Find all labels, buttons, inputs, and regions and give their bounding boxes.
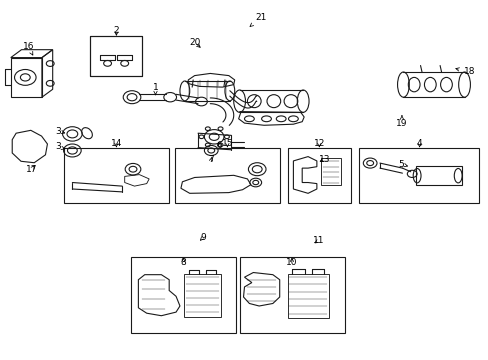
Text: 3: 3 xyxy=(55,143,64,152)
Text: 14: 14 xyxy=(110,139,122,148)
Bar xyxy=(287,148,350,203)
Text: 17: 17 xyxy=(26,165,38,174)
Bar xyxy=(90,36,142,76)
Text: 11: 11 xyxy=(312,236,324,245)
Bar xyxy=(175,148,280,203)
Text: 16: 16 xyxy=(22,42,34,55)
Text: 13: 13 xyxy=(319,154,330,163)
Text: 7: 7 xyxy=(208,155,214,164)
Text: 19: 19 xyxy=(395,116,407,127)
Bar xyxy=(63,148,168,203)
Text: 2: 2 xyxy=(113,26,119,35)
Bar xyxy=(287,274,328,318)
Text: 21: 21 xyxy=(249,13,266,27)
Text: 15: 15 xyxy=(221,139,233,148)
Text: 18: 18 xyxy=(455,68,474,77)
Bar xyxy=(239,257,344,333)
Text: 20: 20 xyxy=(188,38,200,47)
Text: 1: 1 xyxy=(152,83,158,95)
Bar xyxy=(131,257,236,333)
Text: 12: 12 xyxy=(313,139,325,148)
Text: 5: 5 xyxy=(397,160,407,168)
Text: 4: 4 xyxy=(416,139,422,148)
Bar xyxy=(359,148,478,203)
Bar xyxy=(415,166,461,185)
Bar xyxy=(90,36,142,76)
Text: 3: 3 xyxy=(55,126,64,135)
Text: 10: 10 xyxy=(285,258,297,266)
Text: 9: 9 xyxy=(200,233,205,242)
Bar xyxy=(183,274,220,317)
Text: 8: 8 xyxy=(180,258,186,266)
Bar xyxy=(320,158,341,185)
Text: 6: 6 xyxy=(216,141,222,150)
